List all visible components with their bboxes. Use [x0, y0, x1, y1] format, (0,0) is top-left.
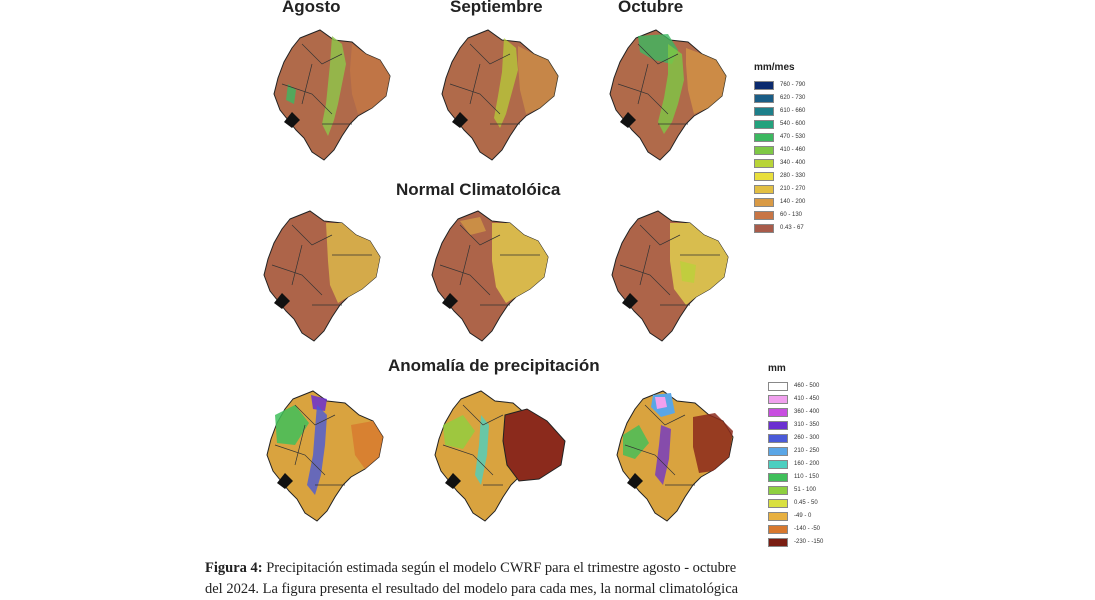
legend-anomalia-swatch [768, 524, 788, 534]
legend-precipitacion-label: 410 - 460 [780, 147, 806, 153]
legend-precipitacion-swatch [754, 93, 774, 103]
legend-anomalia-swatch [768, 459, 788, 469]
legend-anomalia-swatch [768, 433, 788, 443]
legend-precipitacion-swatch [754, 145, 774, 155]
legend-anomalia-label: 0.45 - 50 [794, 500, 818, 506]
legend-anomalia-swatch [768, 498, 788, 508]
legend-precipitacion-item: 410 - 460 [754, 144, 805, 156]
map-agosto [273, 29, 391, 161]
header-octubre: Octubre [618, 0, 684, 16]
header-normal-climatologica: Normal Climatolóica [396, 180, 561, 199]
caption-line2: del 2024. La figura presenta el resultad… [205, 581, 739, 597]
legend-precipitacion: mm/mes 760 - 790 620 - 730 610 - 660 540 - … [754, 62, 805, 235]
legend-anomalia-item: 460 - 500 [768, 380, 823, 392]
legend-anomalia-label: 410 - 450 [794, 396, 820, 402]
legend-anomalia-item: -49 - 0 [768, 510, 823, 522]
legend-anomalia-swatch [768, 407, 788, 417]
legend-precipitacion-label: 280 - 330 [780, 173, 806, 179]
legend-precipitacion-item: 540 - 600 [754, 118, 805, 130]
legend-precipitacion-swatch [754, 158, 774, 168]
legend-precipitacion-label: 210 - 270 [780, 186, 806, 192]
legend-anomalia-label: 260 - 300 [794, 435, 820, 441]
legend-precipitacion-swatch [754, 171, 774, 181]
map-septiembre [441, 29, 559, 161]
legend-anomalia-label: 110 - 150 [794, 474, 819, 480]
legend-precipitacion-swatch [754, 132, 774, 142]
legend-precipitacion-swatch [754, 197, 774, 207]
legend-precipitacion-label: 60 - 130 [780, 212, 803, 218]
legend-anomalia-label: 310 - 350 [794, 422, 820, 428]
legend-precipitacion-swatch [754, 210, 774, 220]
legend-precipitacion-label: 540 - 600 [780, 121, 806, 127]
legend-anomalia-item: 210 - 250 [768, 445, 823, 457]
legend-precipitacion-title: mm/mes [754, 62, 795, 73]
legend-anomalia-item: 360 - 400 [768, 406, 823, 418]
figure-caption: Figura 4: Precipitación estimada según e… [205, 558, 885, 600]
legend-anomalia-swatch [768, 446, 788, 456]
legend-precipitacion-label: 610 - 660 [780, 108, 806, 114]
legend-anomalia-item: 310 - 350 [768, 419, 823, 431]
legend-precipitacion-item: 610 - 660 [754, 105, 805, 117]
legend-anomalia-swatch [768, 511, 788, 521]
legend-precipitacion-label: 0.43 - 67 [780, 225, 804, 231]
map-anomalia-agosto [266, 390, 384, 522]
legend-precipitacion-swatch [754, 223, 774, 233]
header-agosto: Agosto [282, 0, 341, 16]
legend-anomalia-label: -230 - -150 [794, 539, 824, 545]
legend-precipitacion-label: 470 - 530 [780, 134, 806, 140]
legend-anomalia-item: 0.45 - 50 [768, 497, 823, 509]
legend-anomalia-swatch [768, 485, 788, 495]
legend-anomalia-title: mm [768, 363, 786, 374]
legend-precipitacion-swatch [754, 119, 774, 129]
legend-anomalia-label: 360 - 400 [794, 409, 820, 415]
legend-anomalia-label: 210 - 250 [794, 448, 820, 454]
map-normal-octubre [611, 210, 729, 342]
legend-precipitacion-item: 60 - 130 [754, 209, 805, 221]
legend-anomalia-swatch [768, 420, 788, 430]
header-septiembre: Septiembre [450, 0, 543, 16]
legend-precipitacion-item: 760 - 790 [754, 79, 805, 91]
legend-precipitacion-item: 620 - 730 [754, 92, 805, 104]
legend-anomalia-item: 260 - 300 [768, 432, 823, 444]
legend-anomalia-item: 410 - 450 [768, 393, 823, 405]
legend-precipitacion-label: 140 - 200 [780, 199, 806, 205]
legend-precipitacion-label: 340 - 400 [780, 160, 806, 166]
legend-anomalia-swatch [768, 394, 788, 404]
legend-anomalia-item: -230 - -150 [768, 536, 823, 548]
legend-precipitacion-item: 280 - 330 [754, 170, 805, 182]
legend-precipitacion-item: 470 - 530 [754, 131, 805, 143]
header-anomalia: Anomalía de precipitación [388, 356, 600, 375]
legend-anomalia-swatch [768, 381, 788, 391]
legend-anomalia-item: 51 - 100 [768, 484, 823, 496]
legend-precipitacion-label: 760 - 790 [780, 82, 806, 88]
legend-precipitacion-label: 620 - 730 [780, 95, 806, 101]
legend-precipitacion-swatch [754, 80, 774, 90]
legend-anomalia: mm 460 - 500 410 - 450 360 - 400 310 - 350 2… [768, 363, 823, 549]
legend-anomalia-item: 160 - 200 [768, 458, 823, 470]
map-normal-agosto [263, 210, 381, 342]
legend-anomalia-label: 51 - 100 [794, 487, 817, 493]
legend-anomalia-label: -49 - 0 [794, 513, 812, 519]
legend-anomalia-swatch [768, 537, 788, 547]
legend-anomalia-label: 160 - 200 [794, 461, 820, 467]
map-anomalia-octubre [616, 390, 734, 522]
map-anomalia-septiembre [434, 390, 566, 522]
map-octubre [609, 29, 727, 161]
legend-precipitacion-item: 0.43 - 67 [754, 222, 805, 234]
legend-precipitacion-swatch [754, 184, 774, 194]
legend-precipitacion-item: 140 - 200 [754, 196, 805, 208]
legend-anomalia-item: -140 - -50 [768, 523, 823, 535]
legend-precipitacion-swatch [754, 106, 774, 116]
legend-precipitacion-item: 340 - 400 [754, 157, 805, 169]
legend-anomalia-label: 460 - 500 [794, 383, 820, 389]
legend-precipitacion-item: 210 - 270 [754, 183, 805, 195]
legend-anomalia-label: -140 - -50 [794, 526, 821, 532]
legend-anomalia-item: 110 - 150 [768, 471, 823, 483]
caption-line1: Precipitación estimada según el modelo C… [266, 560, 737, 576]
map-normal-septiembre [431, 210, 549, 342]
legend-anomalia-swatch [768, 472, 788, 482]
caption-label: Figura 4: [205, 560, 263, 576]
